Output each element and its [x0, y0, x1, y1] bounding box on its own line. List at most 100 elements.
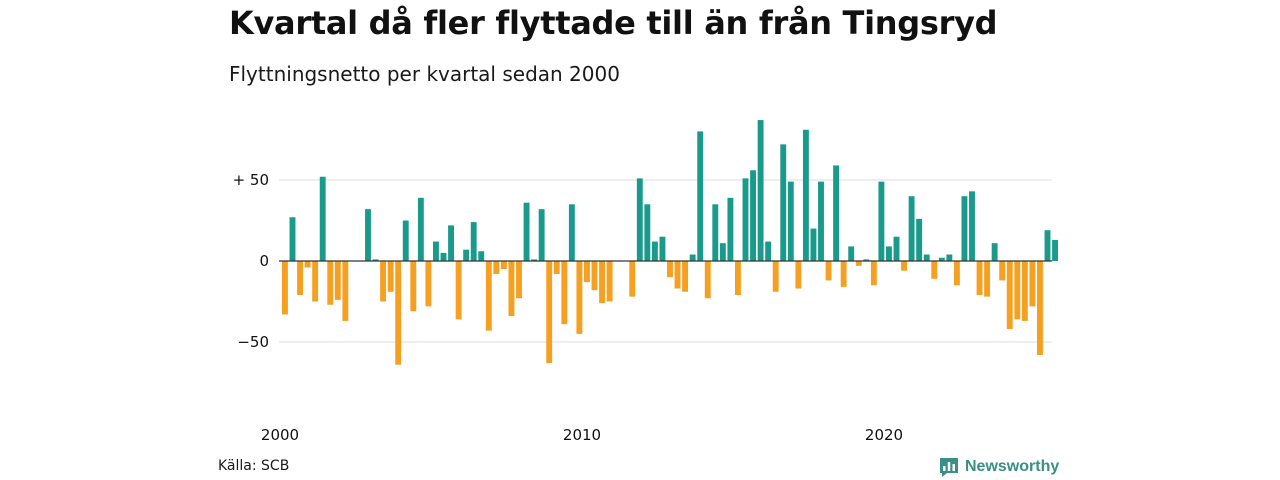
bar — [938, 257, 945, 261]
brand-name: Newsworthy — [965, 458, 1060, 475]
bar — [833, 165, 840, 261]
bar — [538, 209, 545, 261]
bar — [342, 261, 349, 321]
bar — [682, 261, 689, 292]
bar — [448, 225, 454, 261]
bar — [523, 202, 530, 261]
bar — [485, 261, 492, 331]
bar — [380, 261, 387, 302]
bar — [395, 261, 402, 365]
bar — [795, 261, 802, 289]
bar — [719, 243, 726, 261]
bar — [651, 241, 658, 261]
bar — [780, 144, 787, 261]
bar — [863, 259, 870, 261]
bar — [659, 236, 666, 261]
bar — [787, 181, 794, 261]
bar — [289, 217, 296, 261]
bar — [402, 220, 409, 261]
bar — [606, 261, 613, 302]
bar — [757, 120, 764, 261]
bar — [463, 249, 470, 261]
grid-lines — [279, 179, 1052, 343]
bar — [636, 178, 643, 261]
bar — [546, 261, 553, 364]
y-tick-label: −50 — [237, 333, 269, 351]
bar — [765, 241, 772, 261]
bar — [976, 261, 983, 296]
bar — [893, 236, 900, 261]
bar — [772, 261, 779, 292]
bar — [282, 261, 288, 315]
bars — [279, 120, 1058, 365]
bar — [999, 261, 1006, 281]
bar — [1044, 230, 1051, 261]
bar — [923, 254, 930, 261]
bar — [568, 204, 575, 261]
bar — [674, 261, 681, 289]
bar — [886, 246, 892, 261]
bar — [810, 228, 817, 261]
x-tick-label: 2000 — [261, 426, 299, 444]
bar — [531, 259, 538, 261]
bar — [584, 261, 590, 283]
bar — [440, 252, 447, 261]
bar — [953, 261, 960, 286]
bar — [825, 261, 832, 281]
brand[interactable]: Newsworthy — [938, 456, 1059, 478]
bar-chart-icon — [940, 458, 958, 477]
bar — [561, 261, 568, 325]
bar — [727, 197, 734, 261]
bar — [387, 261, 394, 292]
bar — [327, 261, 334, 305]
bar — [712, 204, 719, 261]
bar — [969, 191, 975, 261]
bar — [599, 261, 605, 304]
bar — [848, 246, 855, 261]
chart-title: Kvartal då fler flyttade till än från Ti… — [229, 4, 998, 42]
bar — [1014, 261, 1021, 320]
bar — [425, 261, 432, 307]
chart-subtitle: Flyttningsnetto per kvartal sedan 2000 — [229, 62, 620, 86]
bar — [908, 196, 915, 261]
bar — [667, 261, 673, 278]
bar — [1029, 261, 1036, 307]
bar — [689, 254, 696, 261]
bar — [840, 261, 847, 287]
bar — [697, 131, 704, 261]
bar — [946, 254, 953, 261]
y-tick-label: 0 — [259, 252, 269, 270]
bar — [1052, 239, 1058, 261]
x-tick-label: 2010 — [563, 426, 601, 444]
bar — [576, 261, 583, 334]
bar — [984, 261, 991, 297]
bar — [735, 261, 741, 296]
bar — [961, 196, 968, 261]
bar — [500, 261, 507, 270]
bar — [802, 129, 809, 261]
bar — [493, 261, 500, 274]
bar — [470, 222, 477, 261]
bar — [870, 261, 877, 286]
bar — [901, 261, 907, 271]
bar — [855, 261, 862, 266]
bar — [742, 178, 749, 261]
bar — [750, 170, 756, 261]
bar — [365, 209, 371, 261]
bar — [508, 261, 515, 317]
bar — [553, 261, 560, 274]
bar — [478, 251, 485, 261]
bar — [931, 261, 938, 279]
bar — [312, 261, 319, 302]
bar — [417, 197, 424, 261]
axis-labels: + 50 0 −50 2000 2010 2020 — [233, 171, 904, 444]
bar — [591, 261, 598, 291]
bar — [410, 261, 417, 312]
bar — [455, 261, 462, 320]
y-tick-label: + 50 — [233, 171, 269, 189]
source-label: Källa: SCB — [218, 458, 290, 474]
bar — [304, 261, 311, 268]
bar — [818, 181, 824, 261]
bar — [334, 261, 341, 300]
